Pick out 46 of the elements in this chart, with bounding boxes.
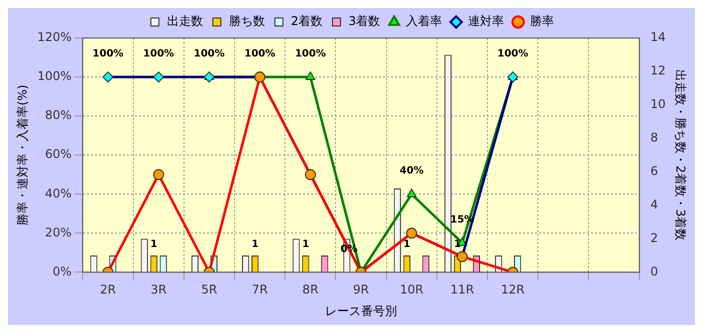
- data-label: 100%: [92, 48, 124, 60]
- y2-tick-label: 10: [650, 97, 666, 112]
- data-label: 1: [252, 239, 259, 250]
- x-tick-label: 5R: [201, 282, 218, 297]
- y-tick-label: 80%: [45, 108, 72, 122]
- x-tick-label: 10R: [400, 282, 424, 297]
- legend-label: 2着数: [290, 14, 323, 28]
- x-tick-label: 7R: [252, 282, 268, 297]
- y-tick-label: 20%: [45, 225, 72, 240]
- y2-tick-label: 2: [650, 230, 658, 245]
- y2-tick-label: 4: [650, 197, 658, 212]
- y2-tick-label: 0: [650, 264, 658, 278]
- y2-tick-label: 12: [650, 64, 666, 78]
- legend-label: 入着率: [406, 14, 442, 28]
- y2-tick-label: 14: [650, 30, 666, 44]
- data-label: 1: [150, 239, 158, 250]
- data-label: 40%: [400, 166, 424, 177]
- data-label: 100%: [244, 48, 276, 60]
- x-tick-label: 11R: [450, 282, 474, 297]
- y-axis-title: 勝率・連対率・入着率(%): [15, 84, 30, 226]
- x-axis-title: レース番号別: [325, 304, 398, 318]
- data-label: 100%: [194, 48, 225, 60]
- y-tick-label: 0%: [52, 264, 72, 278]
- legend-label: 連対率: [468, 14, 504, 28]
- y-tick-label: 60%: [45, 147, 72, 162]
- y2-axis-title: 出走数・勝ち数・2着数・3着数: [674, 69, 688, 241]
- y-tick-label: 40%: [45, 186, 72, 200]
- legend-label: 勝ち数: [228, 14, 265, 28]
- legend-label: 勝率: [530, 14, 554, 28]
- legend-label: 3着数: [348, 14, 380, 28]
- x-tick-label: 12R: [501, 282, 525, 297]
- data-label: 1: [403, 239, 410, 250]
- y-tick-label: 120%: [37, 30, 72, 44]
- y2-tick-label: 6: [650, 164, 658, 178]
- data-label: 100%: [143, 48, 174, 60]
- x-tick-label: 8R: [302, 282, 318, 297]
- y-tick-label: 100%: [37, 69, 72, 84]
- y2-tick-label: 8: [650, 130, 658, 144]
- data-label: 100%: [294, 48, 326, 60]
- x-tick-label: 9R: [353, 282, 370, 297]
- x-tick-label: 3R: [150, 282, 167, 297]
- legend-label: 出走数: [166, 14, 203, 28]
- data-label: 1: [302, 239, 310, 250]
- data-label: 100%: [497, 48, 528, 60]
- x-tick-label: 2R: [100, 282, 116, 297]
- data-label: 1: [454, 239, 461, 250]
